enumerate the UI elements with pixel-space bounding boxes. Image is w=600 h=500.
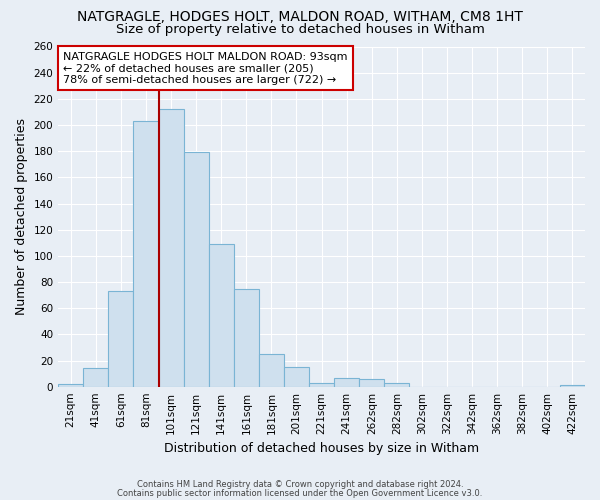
Text: NATGRAGLE, HODGES HOLT, MALDON ROAD, WITHAM, CM8 1HT: NATGRAGLE, HODGES HOLT, MALDON ROAD, WIT… — [77, 10, 523, 24]
Y-axis label: Number of detached properties: Number of detached properties — [15, 118, 28, 315]
Bar — [133, 121, 158, 386]
Text: Contains HM Land Registry data © Crown copyright and database right 2024.: Contains HM Land Registry data © Crown c… — [137, 480, 463, 489]
Bar — [184, 152, 209, 386]
Bar — [334, 378, 359, 386]
Text: NATGRAGLE HODGES HOLT MALDON ROAD: 93sqm
← 22% of detached houses are smaller (2: NATGRAGLE HODGES HOLT MALDON ROAD: 93sqm… — [64, 52, 348, 85]
Bar — [234, 288, 259, 386]
Text: Size of property relative to detached houses in Witham: Size of property relative to detached ho… — [116, 22, 484, 36]
Bar — [359, 379, 385, 386]
X-axis label: Distribution of detached houses by size in Witham: Distribution of detached houses by size … — [164, 442, 479, 455]
Bar — [209, 244, 234, 386]
Bar — [309, 383, 334, 386]
Bar — [385, 383, 409, 386]
Bar — [109, 291, 133, 386]
Bar — [58, 384, 83, 386]
Bar — [259, 354, 284, 386]
Text: Contains public sector information licensed under the Open Government Licence v3: Contains public sector information licen… — [118, 489, 482, 498]
Bar — [83, 368, 109, 386]
Bar — [284, 367, 309, 386]
Bar — [158, 110, 184, 386]
